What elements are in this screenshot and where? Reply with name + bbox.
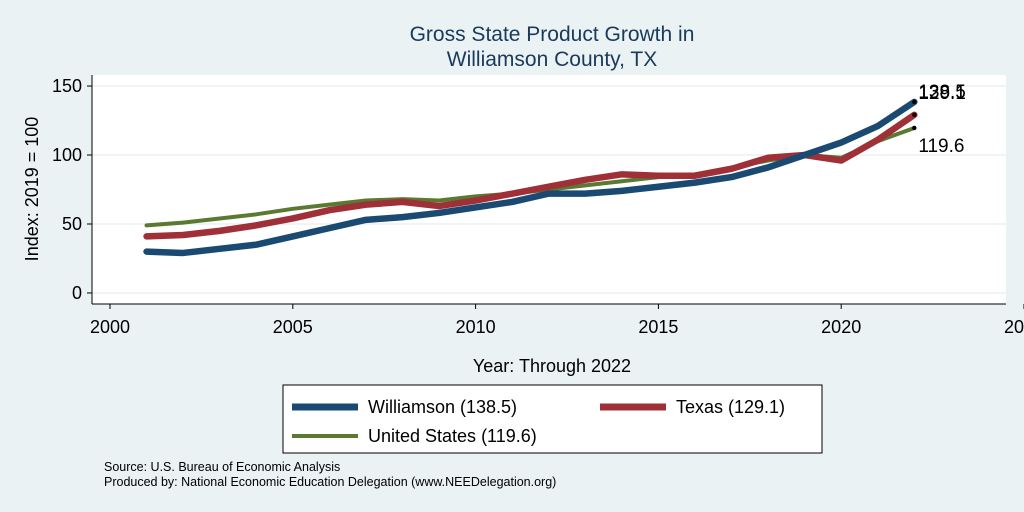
series-lines [143, 98, 918, 257]
series-end-marker [912, 112, 917, 118]
y-tick-label: 50 [62, 214, 82, 234]
legend-label: Texas (129.1) [676, 397, 785, 417]
x-axis-label: Year: Through 2022 [473, 356, 631, 376]
y-tick-label: 0 [72, 283, 82, 303]
y-tick-label: 150 [52, 76, 82, 96]
series-line-williamson [143, 98, 918, 257]
axes [91, 75, 1006, 305]
legend [282, 384, 823, 454]
series-end-label: 138.5 [918, 82, 966, 103]
series-end-label: 119.6 [918, 136, 964, 157]
chart-title-line-2: Williamson County, TX [447, 48, 657, 71]
x-tick-label: 2005 [273, 317, 313, 337]
x-tick-label: 2025 [1004, 317, 1024, 337]
series-end-marker [912, 99, 917, 105]
legend-items: Williamson (138.5) Texas (129.1) United St… [292, 397, 785, 446]
series-line-texas [143, 111, 918, 240]
produced-by-note: Produced by: National Economic Education… [104, 475, 557, 489]
legend-label: United States (119.6) [368, 426, 537, 446]
x-tick-label: 2010 [456, 317, 496, 337]
chart-title-line-1: Gross State Product Growth in [410, 23, 695, 46]
x-tick-label: 2000 [90, 317, 130, 337]
x-tick-label: 2015 [638, 317, 678, 337]
y-tick-label: 100 [52, 145, 82, 165]
series-end-marker [912, 125, 917, 131]
x-tick-label: 2020 [821, 317, 861, 337]
x-ticks: 2000 2005 2010 2015 2020 2025 [90, 304, 1024, 337]
y-ticks: 0 50 100 150 [52, 76, 92, 303]
y-axis-label: Index: 2019 = 100 [22, 117, 42, 262]
legend-label: Williamson (138.5) [368, 397, 517, 417]
source-note: Source: U.S. Bureau of Economic Analysis [104, 460, 341, 474]
series-end-label: 129.1 [918, 83, 966, 104]
